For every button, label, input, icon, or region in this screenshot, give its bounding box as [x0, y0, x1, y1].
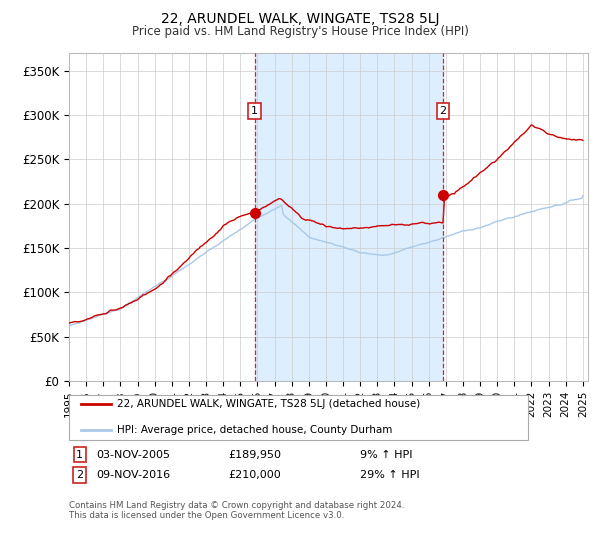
Text: 03-NOV-2005: 03-NOV-2005 [96, 450, 170, 460]
Text: 2: 2 [76, 470, 83, 480]
Text: £210,000: £210,000 [228, 470, 281, 480]
Text: Price paid vs. HM Land Registry's House Price Index (HPI): Price paid vs. HM Land Registry's House … [131, 25, 469, 38]
Text: Contains HM Land Registry data © Crown copyright and database right 2024.
This d: Contains HM Land Registry data © Crown c… [69, 501, 404, 520]
Text: 1: 1 [251, 106, 258, 116]
Text: 1: 1 [76, 450, 83, 460]
Text: 22, ARUNDEL WALK, WINGATE, TS28 5LJ: 22, ARUNDEL WALK, WINGATE, TS28 5LJ [161, 12, 439, 26]
Text: 29% ↑ HPI: 29% ↑ HPI [360, 470, 419, 480]
Text: 9% ↑ HPI: 9% ↑ HPI [360, 450, 413, 460]
Text: 09-NOV-2016: 09-NOV-2016 [96, 470, 170, 480]
Text: HPI: Average price, detached house, County Durham: HPI: Average price, detached house, Coun… [117, 425, 392, 435]
Text: 22, ARUNDEL WALK, WINGATE, TS28 5LJ (detached house): 22, ARUNDEL WALK, WINGATE, TS28 5LJ (det… [117, 399, 420, 409]
Text: £189,950: £189,950 [228, 450, 281, 460]
Bar [254, 53, 443, 381]
Text: 2: 2 [440, 106, 446, 116]
